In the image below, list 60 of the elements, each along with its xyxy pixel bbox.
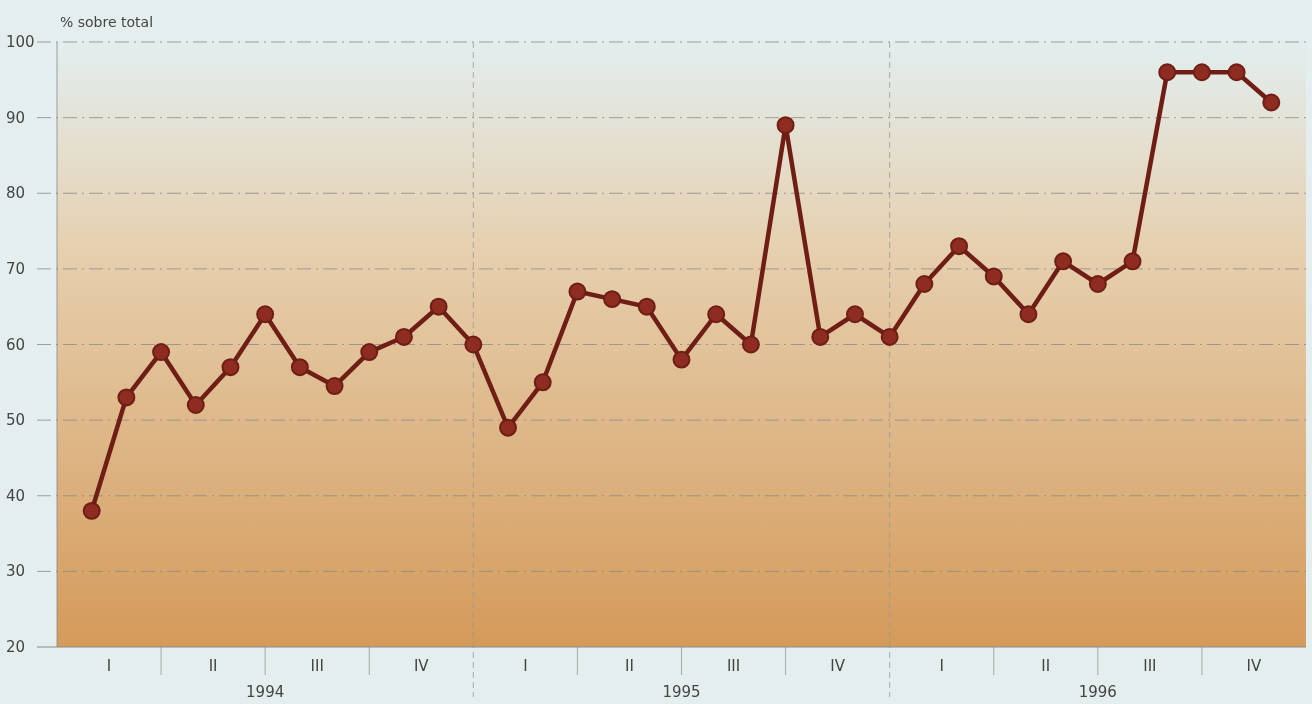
point bbox=[186, 396, 205, 414]
point bbox=[290, 358, 309, 377]
point bbox=[811, 327, 830, 346]
point bbox=[880, 327, 899, 346]
point bbox=[152, 343, 171, 362]
point bbox=[603, 290, 622, 309]
text: IV bbox=[830, 657, 846, 675]
point bbox=[360, 343, 379, 362]
point bbox=[1192, 63, 1211, 82]
y-tick-label: 20 bbox=[6, 638, 26, 656]
point bbox=[1123, 252, 1142, 271]
text: I bbox=[939, 657, 944, 675]
point bbox=[1158, 63, 1177, 82]
point bbox=[845, 305, 864, 324]
point bbox=[394, 327, 413, 346]
point bbox=[984, 267, 1003, 286]
point bbox=[637, 297, 656, 316]
text: IV bbox=[1246, 657, 1263, 675]
point bbox=[776, 116, 795, 135]
point bbox=[464, 335, 483, 354]
point bbox=[950, 237, 969, 256]
point bbox=[915, 275, 934, 293]
y-tick-label: 70 bbox=[6, 259, 26, 278]
point bbox=[707, 305, 726, 324]
text: 1995 bbox=[662, 683, 701, 701]
point bbox=[221, 358, 240, 377]
y-tick-label: 40 bbox=[6, 486, 26, 505]
point bbox=[82, 501, 101, 520]
y-tick-label: 90 bbox=[6, 108, 26, 127]
text: III bbox=[1143, 657, 1157, 675]
text: II bbox=[625, 657, 634, 675]
y-tick-label: 60 bbox=[6, 335, 26, 354]
point bbox=[256, 305, 275, 324]
point bbox=[1019, 305, 1038, 324]
text: III bbox=[310, 657, 324, 675]
text: 1996 bbox=[1078, 683, 1117, 701]
point bbox=[1088, 275, 1107, 293]
point bbox=[533, 373, 552, 392]
text: II bbox=[1041, 657, 1051, 675]
point bbox=[741, 335, 760, 354]
y-tick-label: 80 bbox=[6, 184, 26, 203]
point bbox=[672, 350, 691, 369]
y-tick-label: 100 bbox=[6, 33, 35, 51]
point bbox=[499, 418, 518, 437]
text: I bbox=[523, 657, 528, 675]
y-tick-label: 50 bbox=[6, 411, 26, 430]
point bbox=[568, 282, 587, 301]
y-tick-label: 30 bbox=[6, 562, 26, 581]
point bbox=[1227, 63, 1246, 82]
text: 1994 bbox=[246, 683, 285, 701]
point bbox=[1054, 252, 1073, 271]
text: II bbox=[208, 657, 218, 675]
point bbox=[117, 388, 136, 407]
point bbox=[1262, 93, 1281, 112]
y-axis-title: % sobre total bbox=[60, 14, 154, 30]
text: IV bbox=[413, 657, 430, 675]
point bbox=[429, 297, 448, 316]
text: III bbox=[726, 657, 741, 675]
point bbox=[325, 377, 344, 396]
text: I bbox=[106, 657, 112, 675]
